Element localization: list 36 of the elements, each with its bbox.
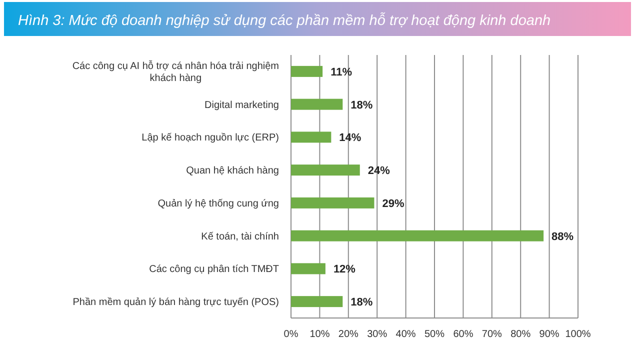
bar (291, 164, 360, 176)
data-label: 88% (552, 230, 574, 243)
y-tick-label: Digital marketing (204, 100, 279, 111)
y-tick-label: Kế toán, tài chính (201, 231, 279, 242)
bar (291, 132, 332, 143)
bar (291, 263, 326, 274)
data-label: 11% (330, 66, 352, 78)
bar (291, 197, 374, 208)
x-tick-label: 30% (367, 329, 388, 340)
chart-title: Hình 3: Mức độ doanh nghiệp sử dụng các phần mềm hỗ trợ hoạt động kinh doanh (18, 12, 551, 29)
y-tick-label: Phần mềm quản lý bán hàng trực tuyến (POS) (72, 297, 279, 308)
data-label: 18% (350, 296, 373, 309)
data-label: 24% (368, 165, 390, 178)
x-tick-label: 40% (396, 329, 416, 340)
data-label: 12% (333, 264, 356, 276)
x-tick-label: 0% (284, 329, 298, 340)
y-tick-label: Quan hệ khách hàng (186, 166, 279, 177)
bar (291, 296, 343, 308)
data-label: 18% (350, 99, 373, 112)
data-label: 14% (339, 132, 362, 144)
bar (291, 230, 544, 242)
x-tick-label: 70% (482, 329, 502, 340)
y-tick-label: Lập kế hoạch nguồn lực (ERP) (142, 132, 279, 144)
x-tick-label: 50% (424, 329, 445, 340)
y-tick-label: Quản lý hệ thống cung ứng (158, 198, 279, 210)
x-tick-label: 90% (539, 329, 560, 340)
x-tick-label: 10% (310, 329, 330, 340)
x-tick-label: 100% (565, 329, 591, 340)
bar (291, 98, 343, 110)
data-label: 29% (382, 198, 404, 210)
y-tick-label: Các công cụ AI hỗ trợ cá nhân hóa trải nghiệm khách hàng (72, 60, 279, 84)
x-tick-label: 60% (453, 329, 474, 340)
x-tick-label: 80% (510, 329, 531, 340)
x-tick-label: 20% (338, 329, 359, 340)
y-tick-label: Các công cụ phân tích TMĐT (149, 264, 279, 276)
bar (291, 66, 323, 77)
